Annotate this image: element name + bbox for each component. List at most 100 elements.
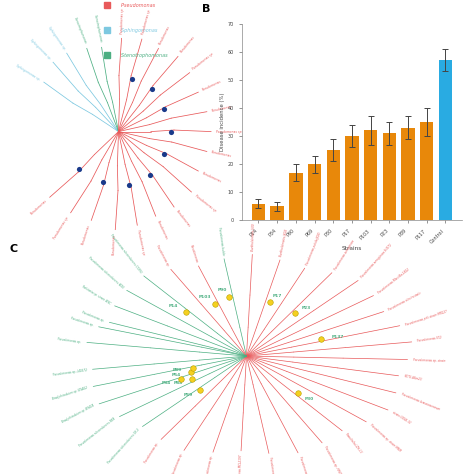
Bar	[308, 164, 321, 220]
Text: P90: P90	[218, 288, 228, 292]
Bar	[345, 136, 359, 220]
Text: Pseudomonas: Pseudomonas	[211, 104, 232, 113]
Text: Pseudomonas nitroreducens GF-2: Pseudomonas nitroreducens GF-2	[106, 428, 140, 465]
Text: Pseudomonas sp.: Pseudomonas sp.	[216, 129, 242, 134]
Text: Pseudomonas: Pseudomonas	[156, 219, 168, 240]
Text: Pseudomonas Nfasi Ba-1B22: Pseudomonas Nfasi Ba-1B22	[377, 268, 410, 295]
Point	[188, 375, 196, 383]
Text: Pseudomonas nitroreducens NK4: Pseudomonas nitroreducens NK4	[78, 417, 116, 448]
Text: Sphingomonas sp.: Sphingomonas sp.	[29, 38, 51, 60]
Text: Burkholderiales JK02: Burkholderiales JK02	[279, 228, 289, 257]
Text: Pseudomonas sp.: Pseudomonas sp.	[205, 455, 214, 474]
Text: P34: P34	[162, 381, 171, 385]
Bar	[271, 206, 284, 220]
Point	[99, 178, 107, 186]
Text: P23: P23	[302, 306, 311, 310]
Text: P103: P103	[199, 295, 211, 300]
Text: Pseudomonas: Pseudomonas	[201, 80, 222, 92]
Text: B: B	[202, 4, 210, 14]
Text: C: C	[9, 244, 18, 254]
Point	[196, 386, 204, 393]
Point	[318, 336, 325, 343]
Point	[188, 368, 195, 375]
Text: Pseudomonas sp.: Pseudomonas sp.	[194, 193, 217, 213]
Point	[211, 300, 219, 308]
Text: Pseudomonas peli strain MN127: Pseudomonas peli strain MN127	[404, 309, 447, 327]
Text: Pseudomonas sp.: Pseudomonas sp.	[171, 453, 184, 474]
Text: P30: P30	[305, 397, 314, 401]
Text: Pseudomonas putida JK00: Pseudomonas putida JK00	[305, 231, 322, 266]
Text: Bradyrhizobium sp. B9434: Bradyrhizobium sp. B9434	[61, 404, 95, 424]
Text: Pseudomonas brassicacearum: Pseudomonas brassicacearum	[401, 392, 440, 411]
Bar	[252, 203, 265, 220]
Text: Stenotrophomonas: Stenotrophomonas	[73, 17, 87, 45]
Text: Pseudomonas buddo: Pseudomonas buddo	[218, 227, 225, 255]
Text: Pseudomonas: Pseudomonas	[82, 224, 92, 246]
Text: Burkholderiales V00: Burkholderiales V00	[250, 223, 255, 251]
Text: Pseudomonas sp.: Pseudomonas sp.	[70, 317, 94, 328]
Point	[160, 150, 168, 158]
Text: Pseudomonas sp.: Pseudomonas sp.	[136, 229, 146, 256]
Bar	[327, 150, 340, 220]
Text: Sphingomonas: Sphingomonas	[118, 27, 158, 33]
Text: Pseudomonas: Pseudomonas	[179, 36, 196, 54]
Bar	[383, 133, 396, 220]
Text: Pseudomonas electrostatic: Pseudomonas electrostatic	[388, 291, 422, 312]
Y-axis label: Disease incidence (%): Disease incidence (%)	[220, 93, 225, 151]
Text: Pseudomonas aeruginosa SU572: Pseudomonas aeruginosa SU572	[360, 243, 393, 279]
Point	[160, 105, 168, 113]
Text: Pseudomonas: Pseudomonas	[112, 234, 117, 255]
X-axis label: Strains: Strains	[342, 246, 362, 251]
Text: Sphingomonas sp.: Sphingomonas sp.	[16, 63, 41, 82]
Text: P14: P14	[169, 304, 178, 309]
Text: Pseudomonas: Pseudomonas	[118, 2, 155, 8]
Text: Pseudomonas sp. D10: Pseudomonas sp. D10	[298, 456, 311, 474]
Bar	[401, 128, 415, 220]
Point	[226, 293, 233, 301]
Point	[146, 171, 154, 178]
Bar	[364, 130, 377, 220]
Text: Bradyrhizobium sp. N5AG2: Bradyrhizobium sp. N5AG2	[52, 386, 89, 401]
Text: Pseudomonas MCL2197: Pseudomonas MCL2197	[238, 454, 243, 474]
Text: Pseudomonas sp.: Pseudomonas sp.	[53, 216, 70, 240]
Text: Sphingomonas sp.: Sphingomonas sp.	[46, 26, 66, 50]
Text: Stenotrophomonas: Stenotrophomonas	[93, 14, 103, 43]
Point	[294, 390, 301, 397]
Point	[292, 310, 299, 317]
Text: Pseudomonas sp.: Pseudomonas sp.	[82, 310, 105, 323]
Bar	[438, 60, 452, 220]
Text: Pseudomonas sp.: Pseudomonas sp.	[144, 441, 160, 464]
Text: Stenotrophomonas: Stenotrophomonas	[118, 53, 168, 58]
Point	[182, 308, 189, 316]
Text: Pseudomonas: Pseudomonas	[211, 151, 232, 159]
Text: Pseudomonas: Pseudomonas	[175, 210, 191, 228]
Text: Pseudomonas sp.: Pseudomonas sp.	[57, 337, 82, 344]
Text: P17: P17	[273, 294, 282, 298]
Point	[126, 181, 133, 189]
Point	[149, 85, 156, 92]
Text: P54: P54	[172, 373, 181, 377]
Bar	[420, 122, 433, 220]
Point	[75, 165, 83, 173]
Point	[189, 364, 197, 372]
Text: Pseudomonas: Pseudomonas	[189, 244, 199, 263]
Text: Pseudomonas nitroreducens CYX93: Pseudomonas nitroreducens CYX93	[109, 234, 142, 274]
Text: Pseudomonas sp.: Pseudomonas sp.	[141, 9, 152, 35]
Text: Pseudomonas sp. strain MBM: Pseudomonas sp. strain MBM	[369, 423, 401, 452]
Point	[167, 128, 175, 136]
Text: P69: P69	[183, 393, 193, 397]
Text: Pseudomonas sp. L40372: Pseudomonas sp. L40372	[52, 368, 87, 376]
Text: P88: P88	[173, 381, 183, 385]
Text: P89: P89	[173, 368, 182, 372]
Text: Pseudomonas S72: Pseudomonas S72	[417, 336, 442, 344]
Text: P137: P137	[332, 335, 344, 339]
Text: Pseudomonas sp.: Pseudomonas sp.	[192, 52, 215, 71]
Text: Pseudomonas: Pseudomonas	[201, 171, 222, 184]
Point	[266, 299, 274, 306]
Bar	[289, 173, 302, 220]
Text: Pseudomonas sp. strain: Pseudomonas sp. strain	[413, 357, 446, 363]
Point	[177, 375, 184, 383]
Text: Raoultella LZH-13: Raoultella LZH-13	[344, 432, 362, 454]
Text: Pseudomonas aeruginosa: Pseudomonas aeruginosa	[333, 239, 355, 271]
Text: strain GDLB-32: strain GDLB-32	[392, 410, 411, 425]
